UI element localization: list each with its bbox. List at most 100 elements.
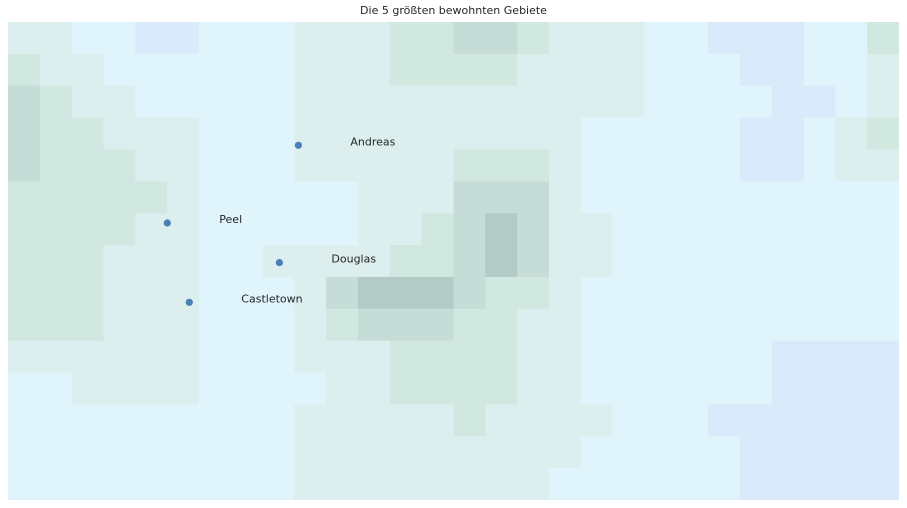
grid-cell (135, 53, 168, 87)
grid-cell (198, 22, 232, 55)
grid-cell (548, 245, 582, 278)
grid-cell (230, 468, 264, 500)
grid-cell (453, 149, 486, 182)
grid-cell (294, 436, 327, 469)
grid-cell (612, 181, 646, 214)
grid-cell (580, 149, 614, 182)
grid-cell (580, 53, 614, 87)
grid-cell (8, 117, 41, 151)
grid-cell (644, 245, 677, 278)
grid-cell (708, 213, 741, 246)
grid-cell (135, 372, 168, 405)
grid-cell (230, 22, 264, 55)
grid-cell (135, 213, 168, 246)
grid-cell (262, 276, 295, 310)
grid-cell (676, 181, 709, 214)
grid-cell (739, 117, 773, 151)
grid-cell (389, 372, 423, 405)
grid-cell (548, 117, 582, 151)
grid-cell (262, 340, 295, 374)
grid-cell (867, 149, 899, 182)
grid-cell (421, 340, 455, 374)
grid-cell (71, 85, 105, 119)
grid-cell (708, 85, 741, 119)
grid-cell (103, 468, 136, 500)
grid-cell (708, 340, 741, 374)
grid-cell (421, 404, 455, 437)
grid-cell (358, 181, 391, 214)
place-marker (163, 219, 171, 227)
grid-cell (421, 276, 455, 310)
grid-cell (612, 149, 646, 182)
grid-cell (517, 85, 550, 119)
grid-cell (803, 85, 836, 119)
grid-cell (803, 245, 836, 278)
grid-cell (103, 245, 136, 278)
grid-cell (485, 117, 518, 151)
grid-cell (103, 53, 136, 87)
grid-cell (8, 149, 41, 182)
grid-cell (835, 213, 868, 246)
grid-cell (644, 149, 677, 182)
grid-cell (867, 404, 899, 437)
grid-cell (708, 308, 741, 342)
grid-cell (294, 468, 327, 500)
grid-cell (71, 276, 105, 310)
grid-cell (676, 468, 709, 500)
grid-cell (644, 22, 677, 55)
grid-cell (803, 308, 836, 342)
grid-cell (326, 85, 359, 119)
grid-cell (612, 117, 646, 151)
grid-cell (612, 436, 646, 469)
grid-cell (262, 22, 295, 55)
grid-cell (358, 468, 391, 500)
grid-cell (230, 53, 264, 87)
grid-cell (294, 22, 327, 55)
grid-cell (739, 53, 773, 87)
grid-cell (230, 308, 264, 342)
grid-cell (485, 149, 518, 182)
grid-cell (421, 85, 455, 119)
grid-cell (421, 22, 455, 55)
grid-cell (517, 308, 550, 342)
grid-cell (135, 276, 168, 310)
grid-cell (835, 53, 868, 87)
grid-cell (835, 276, 868, 310)
grid-cell (453, 22, 486, 55)
grid-cell (771, 245, 805, 278)
grid-cell (517, 117, 550, 151)
grid-cell (771, 276, 805, 310)
grid-cell (421, 181, 455, 214)
grid-cell (294, 276, 327, 310)
grid-cell (708, 22, 741, 55)
grid-cell (771, 308, 805, 342)
grid-cell (358, 53, 391, 87)
grid-cell (835, 372, 868, 405)
grid-cell (294, 53, 327, 87)
grid-cell (39, 213, 73, 246)
grid-cell (230, 276, 264, 310)
grid-cell (739, 436, 773, 469)
grid-cell (294, 340, 327, 374)
grid-cell (803, 404, 836, 437)
grid-cell (548, 404, 582, 437)
grid-cell (71, 468, 105, 500)
grid-cell (548, 372, 582, 405)
grid-cell (771, 436, 805, 469)
grid-cell (676, 276, 709, 310)
grid-cell (103, 85, 136, 119)
grid-cell (676, 436, 709, 469)
grid-cell (358, 85, 391, 119)
grid-cell (326, 308, 359, 342)
grid-cell (71, 404, 105, 437)
grid-cell (103, 404, 136, 437)
grid-cell (453, 85, 486, 119)
grid-cell (294, 213, 327, 246)
place-marker (185, 298, 193, 306)
grid-cell (580, 85, 614, 119)
grid-cell (135, 22, 168, 55)
grid-cell (644, 276, 677, 310)
grid-cell (644, 308, 677, 342)
grid-cell (198, 149, 232, 182)
grid-cell (867, 22, 899, 55)
